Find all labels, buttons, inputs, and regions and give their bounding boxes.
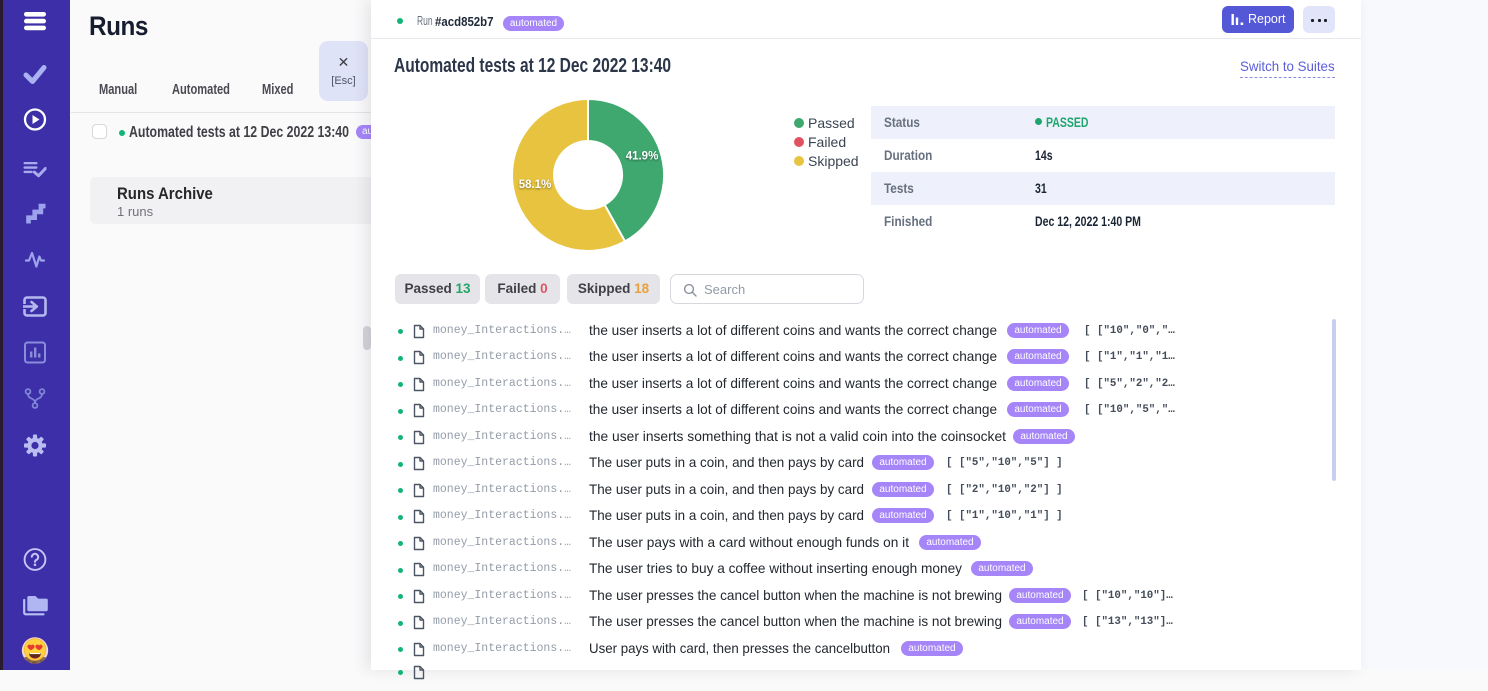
svg-text:41.9%: 41.9% [626,151,659,163]
svg-text:58.1%: 58.1% [519,179,552,191]
